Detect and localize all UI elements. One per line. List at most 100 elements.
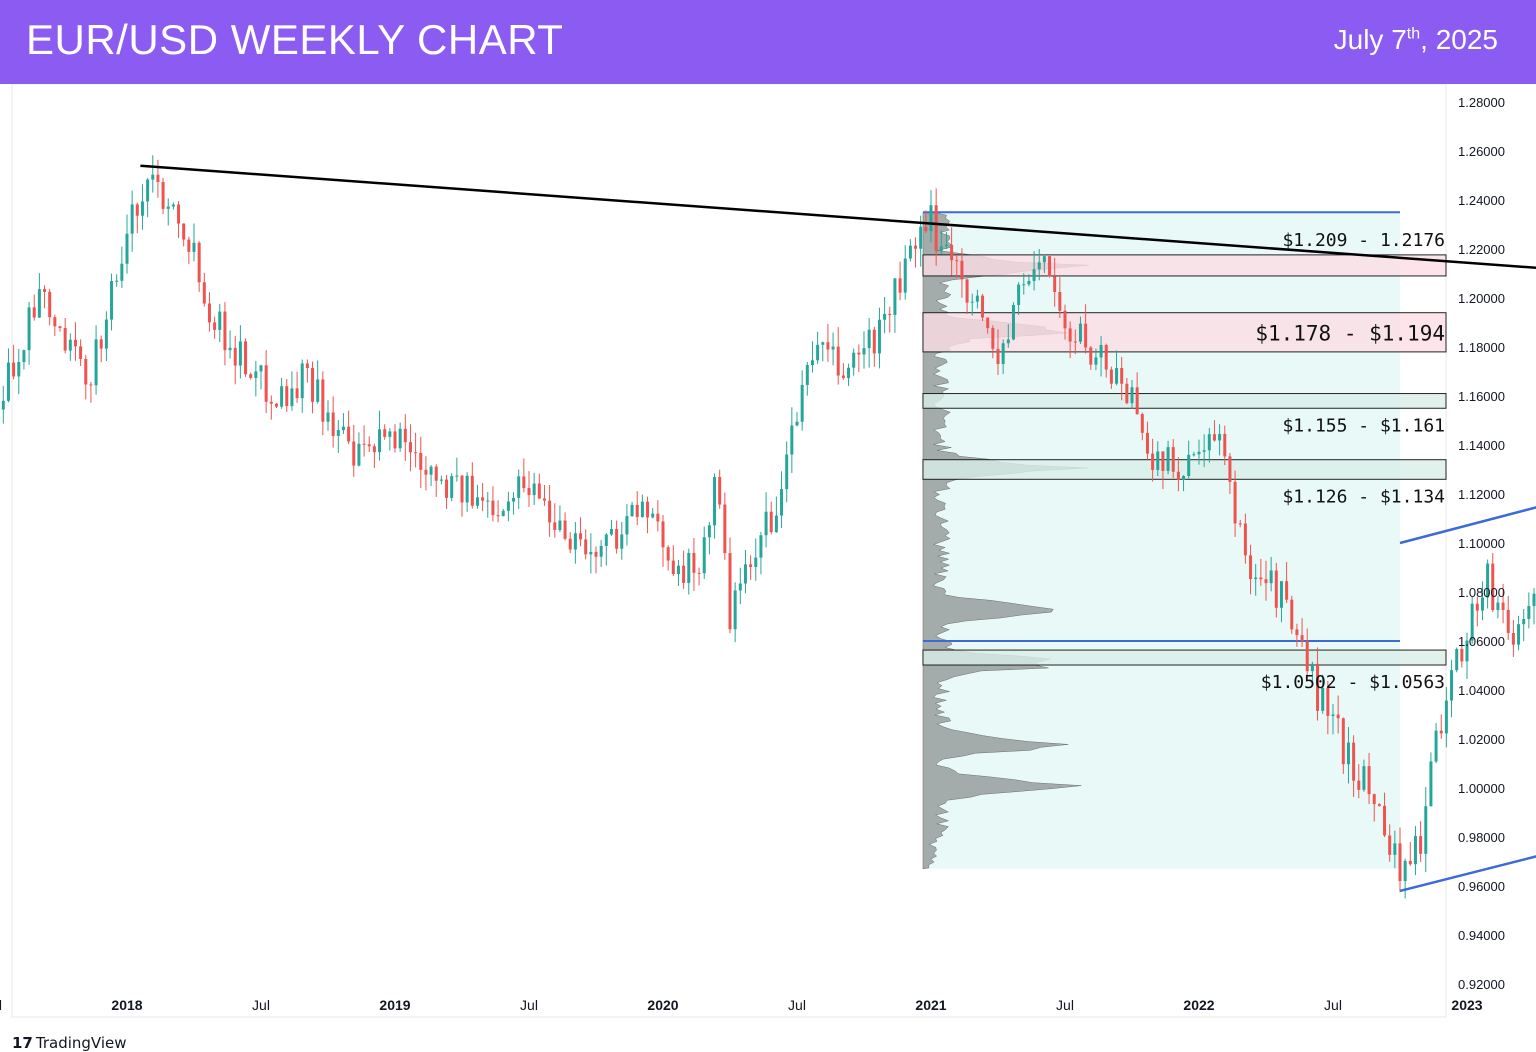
candle-body	[79, 346, 83, 360]
candle-body	[847, 367, 851, 379]
candle-body	[542, 498, 546, 501]
candle-body	[1202, 450, 1206, 452]
candle-body	[408, 442, 412, 453]
candle-body	[336, 430, 340, 436]
candle-body	[269, 401, 273, 404]
candle-body	[1140, 414, 1144, 433]
candle-body	[1212, 434, 1216, 441]
candle-body	[955, 260, 959, 262]
candle-body	[1316, 663, 1320, 711]
candle-body	[1300, 635, 1304, 642]
eurusd-weekly-chart[interactable]: $1.209 - 1.2176 $1.178 - $1.194 $1.155 - $…	[0, 84, 1536, 1034]
candle-body	[800, 384, 804, 422]
candle-body	[991, 328, 995, 349]
candle-body	[383, 429, 387, 437]
candle-body	[1197, 451, 1201, 455]
candle-body	[1393, 843, 1397, 855]
candles	[1, 155, 1536, 899]
candle-body	[769, 511, 773, 533]
candle-body	[512, 497, 516, 502]
candle-body	[1109, 369, 1113, 384]
candle-body	[687, 552, 691, 583]
candle-body	[1470, 603, 1474, 641]
candle-body	[713, 476, 717, 526]
candle-body	[207, 303, 211, 323]
y-tick-label: 1.14000	[1458, 438, 1505, 453]
candle-body	[1460, 648, 1464, 662]
candle-body	[671, 560, 675, 575]
candle-body	[924, 226, 928, 232]
candle-body	[135, 204, 139, 216]
candle-body	[130, 204, 134, 234]
candle-body	[213, 322, 217, 330]
candle-body	[651, 513, 655, 518]
candle-body	[1419, 836, 1423, 854]
candle-body	[1022, 284, 1026, 286]
candle-body	[1120, 368, 1124, 384]
candle-body	[1156, 451, 1160, 470]
price-zones	[922, 254, 1447, 666]
candle-body	[1424, 806, 1428, 854]
y-tick-label: 1.20000	[1458, 291, 1505, 306]
x-tick-label: 2019	[379, 997, 410, 1013]
candle-body	[249, 374, 253, 378]
candle-body	[723, 504, 727, 554]
candle-body	[1037, 262, 1041, 270]
candle-body	[1249, 555, 1253, 580]
candle-body	[259, 365, 263, 372]
candle-body	[388, 431, 392, 437]
candle-body	[805, 365, 809, 385]
candle-body	[1223, 433, 1227, 457]
candle-body	[960, 260, 964, 280]
candle-body	[527, 488, 531, 496]
zone-label-4: $1.126 - $1.134	[1282, 486, 1445, 507]
candle-body	[1290, 599, 1294, 630]
zone-labels: $1.209 - 1.2176 $1.178 - $1.194 $1.155 - $…	[1255, 230, 1445, 693]
y-tick-label: 1.28000	[1458, 95, 1505, 110]
candle-body	[352, 441, 356, 466]
tradingview-brand: 17 TradingView	[12, 1034, 127, 1052]
candle-body	[378, 429, 382, 453]
candle-body	[1367, 766, 1371, 795]
candle-body	[816, 344, 820, 361]
candle-body	[1135, 387, 1139, 415]
candle-body	[1238, 523, 1242, 525]
candle-body	[1522, 618, 1526, 625]
y-tick-label: 1.04000	[1458, 683, 1505, 698]
trendlines	[140, 164, 1536, 893]
candle-body	[238, 341, 242, 366]
candle-body	[965, 279, 969, 303]
candle-body	[558, 520, 562, 531]
candle-body	[357, 443, 361, 466]
candle-body	[1450, 670, 1454, 701]
candle-body	[589, 551, 593, 555]
candle-body	[620, 534, 624, 549]
y-tick-label: 0.94000	[1458, 928, 1505, 943]
zone-support-3	[922, 393, 1447, 409]
y-tick-label: 1.26000	[1458, 144, 1505, 159]
candle-body	[1480, 597, 1484, 611]
candle-body	[321, 379, 325, 422]
candle-body	[1058, 292, 1062, 311]
candle-body	[996, 348, 1000, 364]
candle-body	[1455, 648, 1459, 671]
candle-body	[1465, 640, 1469, 662]
candle-body	[682, 565, 686, 583]
candle-body	[1182, 475, 1186, 480]
candle-body	[1506, 609, 1510, 633]
candle-body	[764, 511, 768, 536]
candle-body	[666, 547, 670, 561]
candle-body	[17, 362, 21, 377]
candle-body	[48, 291, 52, 318]
candle-body	[635, 504, 639, 518]
candle-body	[347, 426, 351, 442]
candle-body	[1475, 603, 1479, 611]
candle-body	[1125, 383, 1129, 404]
candle-body	[1017, 284, 1021, 305]
candle-body	[104, 319, 108, 349]
candle-body	[475, 497, 479, 506]
tradingview-logo-icon: 17	[12, 1034, 33, 1052]
y-tick-label: 1.22000	[1458, 242, 1505, 257]
x-tick-label: Jul	[788, 997, 806, 1013]
candle-body	[702, 537, 706, 574]
